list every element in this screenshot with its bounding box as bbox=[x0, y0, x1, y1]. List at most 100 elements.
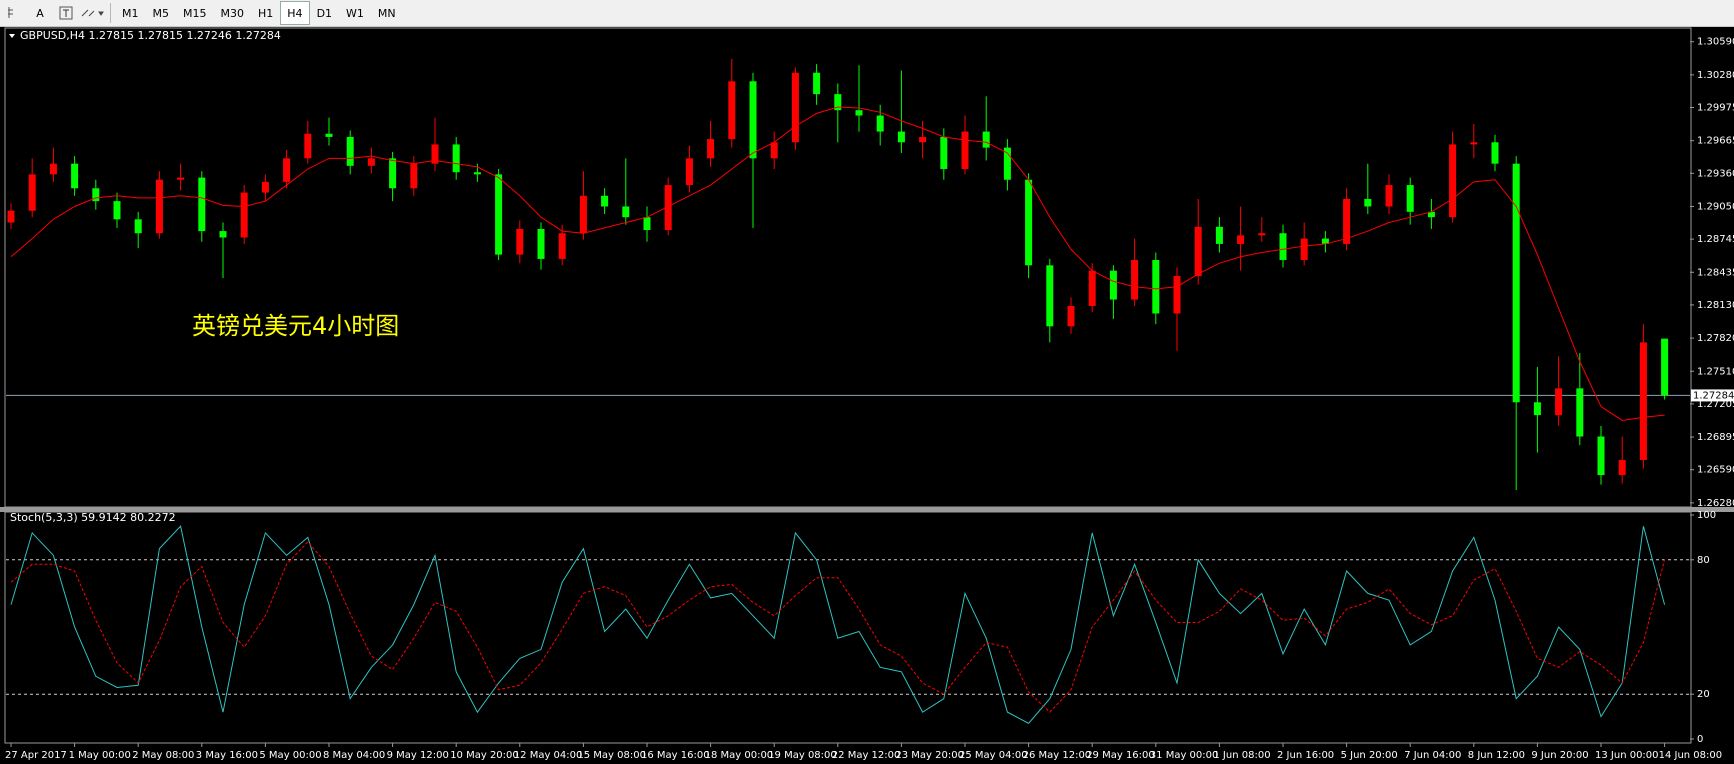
candle-body bbox=[1533, 402, 1541, 416]
candle-body bbox=[537, 228, 545, 259]
timeframe-button[interactable]: M15 bbox=[183, 6, 207, 20]
candle-body bbox=[198, 177, 206, 232]
bid-label-box bbox=[1691, 389, 1734, 402]
stoch-title: Stoch(5,3,3) 59.9142 80.2272 bbox=[10, 511, 176, 524]
y-tick-label: 1.29975 bbox=[1697, 103, 1734, 114]
y-tick-label: 100 bbox=[1697, 510, 1716, 521]
candle-body bbox=[1237, 235, 1245, 244]
candle-body bbox=[1173, 276, 1181, 314]
y-tick-label: 20 bbox=[1697, 689, 1710, 700]
candle-body bbox=[410, 163, 418, 189]
x-tick-label: 12 May 04:00 bbox=[514, 750, 583, 761]
candle-body bbox=[1109, 270, 1117, 300]
icon bbox=[8, 7, 13, 18]
candle-body bbox=[1152, 259, 1160, 314]
candle-body bbox=[1491, 142, 1499, 164]
y-tick-label: 1.29665 bbox=[1697, 136, 1734, 147]
candle-body bbox=[1406, 185, 1414, 212]
candle-body bbox=[7, 210, 15, 223]
x-tick-label: 5 Jun 20:00 bbox=[1341, 750, 1398, 761]
x-tick-label: 1 May 00:00 bbox=[69, 750, 131, 761]
stoch-line bbox=[10, 525, 1666, 724]
candle-body bbox=[622, 206, 630, 218]
candle-body bbox=[134, 219, 142, 234]
arrow-tool[interactable] bbox=[80, 2, 106, 24]
x-tick-label: 3 May 16:00 bbox=[196, 750, 258, 761]
candle-body bbox=[1046, 265, 1054, 327]
toolbar: A M1 M5 M15 M30 H1 H4 D1 W1 MN bbox=[0, 0, 1734, 27]
timeframe-button[interactable]: W1 bbox=[346, 6, 364, 20]
candle-body bbox=[728, 81, 736, 140]
candle-body bbox=[1385, 185, 1393, 207]
candle-body bbox=[1576, 388, 1584, 437]
y-tick-label: 1.26280 bbox=[1697, 498, 1734, 509]
candle-body bbox=[1597, 436, 1605, 476]
candle-body bbox=[1131, 259, 1139, 300]
candle-body bbox=[516, 228, 524, 255]
x-tick-label: 13 Jun 00:00 bbox=[1595, 750, 1659, 761]
x-tick-label: 22 May 12:00 bbox=[832, 750, 901, 761]
icon bbox=[59, 6, 73, 20]
candle-body bbox=[601, 195, 609, 207]
x-tick-label: 23 May 20:00 bbox=[895, 750, 964, 761]
x-tick-label: 9 Jun 20:00 bbox=[1531, 750, 1588, 761]
candle-body bbox=[791, 72, 799, 143]
x-tick-label: 25 May 04:00 bbox=[959, 750, 1028, 761]
y-tick-label: 1.29360 bbox=[1697, 168, 1734, 179]
candle-body bbox=[982, 131, 990, 148]
x-tick-label: 14 Jun 08:00 bbox=[1659, 750, 1723, 761]
candle-body bbox=[1470, 142, 1478, 145]
stoch-frame bbox=[4, 511, 1692, 744]
y-tick-label: 1.28745 bbox=[1697, 234, 1734, 245]
text-tool[interactable]: A bbox=[36, 6, 44, 20]
candle-body bbox=[1364, 198, 1372, 207]
x-tick-label: 8 May 04:00 bbox=[323, 750, 385, 761]
candle-body bbox=[940, 136, 948, 170]
candle-body bbox=[1194, 226, 1202, 277]
cursor-tool[interactable] bbox=[2, 2, 26, 24]
candle-body bbox=[177, 177, 185, 180]
panel-splitter bbox=[0, 507, 1734, 512]
timeframe-button[interactable]: H1 bbox=[258, 6, 274, 20]
candle-body bbox=[367, 158, 375, 166]
candle-body bbox=[643, 217, 651, 231]
y-tick-label: 80 bbox=[1697, 555, 1710, 566]
bid-label: 1.27284 bbox=[1693, 390, 1734, 401]
candle-body bbox=[579, 195, 587, 234]
candle-body bbox=[495, 174, 503, 255]
candle-body bbox=[707, 139, 715, 159]
chart: GBPUSD,H4 1.27815 1.27815 1.27246 1.2728… bbox=[0, 27, 1734, 764]
y-tick-label: 1.26895 bbox=[1697, 432, 1734, 443]
candle-body bbox=[325, 133, 333, 137]
timeframe-button[interactable]: M5 bbox=[152, 6, 170, 20]
candle-body bbox=[283, 158, 291, 182]
candle-body bbox=[1003, 147, 1011, 180]
candle-body bbox=[1449, 144, 1457, 218]
y-tick-label: 1.28130 bbox=[1697, 300, 1734, 311]
candle-body bbox=[855, 110, 863, 116]
label-tool[interactable] bbox=[54, 2, 78, 24]
candle-body bbox=[346, 136, 354, 166]
timeframe-button[interactable]: MN bbox=[377, 6, 396, 20]
x-tick-label: 16 May 16:00 bbox=[641, 750, 710, 761]
icon bbox=[81, 9, 104, 17]
candle-body bbox=[1639, 342, 1647, 461]
x-tick-label: 19 May 08:00 bbox=[768, 750, 837, 761]
x-tick-label: 26 May 12:00 bbox=[1023, 750, 1092, 761]
candle-body bbox=[431, 144, 439, 164]
x-tick-label: 7 Jun 04:00 bbox=[1404, 750, 1461, 761]
candle-body bbox=[770, 142, 778, 159]
timeframe-button[interactable]: H4 bbox=[280, 1, 310, 25]
candle-body bbox=[834, 94, 842, 111]
timeframe-button[interactable]: D1 bbox=[316, 6, 333, 20]
x-tick-label: 18 May 00:00 bbox=[705, 750, 774, 761]
candle-body bbox=[961, 131, 969, 170]
timeframe-button[interactable]: M1 bbox=[122, 6, 139, 20]
candle-body bbox=[558, 233, 566, 259]
y-tick-label: 1.30590 bbox=[1697, 37, 1734, 48]
timeframe-button[interactable]: M30 bbox=[220, 6, 245, 20]
candle-body bbox=[1067, 305, 1075, 327]
separator bbox=[110, 3, 111, 23]
y-tick-label: 1.30280 bbox=[1697, 70, 1734, 81]
